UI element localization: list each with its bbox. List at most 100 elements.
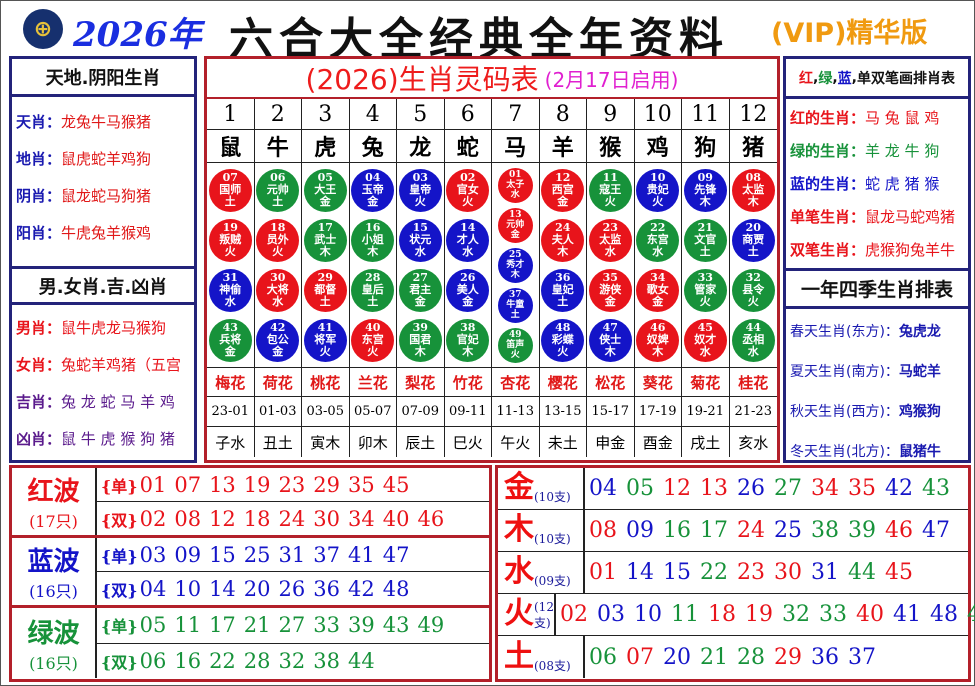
table-grid: 1 2 3 4 5 6 7 8 9 10 11 12 鼠牛虎兔龙蛇马羊猴鸡狗猪 07 国师土 19 叛贼火 31 神… xyxy=(207,99,777,457)
list-item: 夏天生肖(南方)： 马蛇羊 xyxy=(786,351,968,391)
element-number: 11 xyxy=(670,602,699,627)
ball-number: 25 xyxy=(508,250,522,260)
number-ball: 01 太子水 xyxy=(497,167,533,203)
ball-element: 金 xyxy=(367,195,379,208)
time-range: 01-03 xyxy=(254,397,302,427)
wave-number: 01 xyxy=(139,472,167,497)
ball-title: 皇帝 xyxy=(409,183,432,196)
number-ball: 34 歌女金 xyxy=(636,268,680,312)
row-label: 双笔生肖： xyxy=(790,241,866,259)
wave-number: 02 xyxy=(139,506,167,531)
ball-number: 49 xyxy=(508,330,522,340)
ball-number: 01 xyxy=(508,170,522,180)
ball-number: 12 xyxy=(555,171,571,184)
row-value: 羊 龙 牛 狗 xyxy=(865,142,940,160)
number-ball: 06 元帅土 xyxy=(256,168,300,212)
ball-element: 金 xyxy=(414,295,426,308)
ball-title: 牛童 xyxy=(506,300,525,310)
row-label: 地肖： xyxy=(16,150,62,168)
element-number: 23 xyxy=(737,560,765,585)
ball-element: 土 xyxy=(699,245,711,258)
time-range: 21-23 xyxy=(729,397,777,427)
ball-element: 土 xyxy=(319,295,331,308)
list-item: 阴肖： 鼠龙蛇马狗猪 xyxy=(12,177,194,214)
element-number: 33 xyxy=(818,602,847,627)
element-number: 30 xyxy=(774,560,802,585)
ball-number: 06 xyxy=(270,171,286,184)
number-ball: 16 小姐木 xyxy=(351,218,395,262)
ball-title: 君主 xyxy=(409,283,432,296)
element-number: 04 xyxy=(589,476,617,501)
ball-title: 大将 xyxy=(266,283,289,296)
column-number: 4 xyxy=(349,99,397,130)
ball-column: 03 皇帝火 15 状元水 27 君主金 39 国君木 xyxy=(397,163,445,368)
wave-number: 15 xyxy=(209,542,236,567)
parity-label: {双} xyxy=(101,652,138,672)
ball-element: 火 xyxy=(604,195,616,208)
wave-number: 43 xyxy=(382,613,410,638)
zodiac-name: 狗 xyxy=(682,130,730,163)
time-range: 23-01 xyxy=(207,397,255,427)
ball-number: 23 xyxy=(602,221,618,234)
wave-number: 45 xyxy=(382,472,410,497)
zodiac-name: 虎 xyxy=(302,130,350,163)
ball-element: 水 xyxy=(414,245,426,258)
element-number: 39 xyxy=(848,518,876,543)
table-title-date: (2月17日启用) xyxy=(544,67,679,92)
element-number: 43 xyxy=(922,476,950,501)
number-ball: 26 美人金 xyxy=(446,268,490,312)
tiandi-list: 天肖： 龙兔牛马猴猪 地肖： 鼠虎蛇羊鸡狗 阴肖： 鼠龙蛇马狗猪 阳肖： 牛虎兔羊猴鸡 xyxy=(12,97,194,269)
element-row: 土 (08支) 06 07 20 21 28 29 36 37 xyxy=(498,636,968,678)
number-ball: 08 太监木 xyxy=(731,168,775,212)
ball-number: 44 xyxy=(745,321,761,334)
ball-number: 05 xyxy=(317,171,333,184)
element-number: 21 xyxy=(700,644,728,670)
row-label: 冬天生肖(北方)： xyxy=(790,444,899,460)
ball-number: 09 xyxy=(697,171,713,184)
wave-count: (17只) xyxy=(29,512,78,531)
ball-number: 24 xyxy=(555,221,571,234)
number-ball: 43 兵将金 xyxy=(208,318,252,362)
branch-element: 未土 xyxy=(540,427,587,457)
parity-label: {单} xyxy=(101,546,138,566)
ball-title: 才人 xyxy=(456,233,479,246)
ball-element: 木 xyxy=(604,345,616,358)
element-label: 火 (12支) xyxy=(498,594,556,635)
ball-element: 金 xyxy=(462,295,474,308)
ball-number: 33 xyxy=(697,271,713,284)
ball-element: 水 xyxy=(604,245,616,258)
number-ball: 12 西宫金 xyxy=(541,168,585,212)
number-ball: 23 太监水 xyxy=(588,218,632,262)
wave-number: 13 xyxy=(209,472,236,497)
ball-number: 19 xyxy=(222,221,238,234)
ball-element: 火 xyxy=(652,195,664,208)
ball-title: 侠士 xyxy=(599,333,622,346)
wave-number: 20 xyxy=(243,576,271,601)
row-label: 秋天生肖(西方)： xyxy=(790,404,899,420)
ball-element: 火 xyxy=(557,345,569,358)
ball-title: 包公 xyxy=(266,333,289,346)
time-range: 09-11 xyxy=(444,397,492,427)
column-number: 7 xyxy=(492,99,540,130)
ball-number: 31 xyxy=(222,271,238,284)
row-label: 凶肖： xyxy=(16,430,62,448)
row-label: 红的生肖： xyxy=(790,109,866,127)
element-label: 木 (10支) xyxy=(498,510,585,551)
list-item: 绿的生肖：羊 龙 牛 狗 xyxy=(786,134,968,167)
wave-number: 35 xyxy=(348,472,375,497)
ball-element: 火 xyxy=(414,195,426,208)
zodiac-name: 猪 xyxy=(729,130,777,163)
ball-element: 火 xyxy=(319,345,331,358)
zodiac-name: 兔 xyxy=(349,130,397,163)
ball-title: 丞相 xyxy=(742,333,765,346)
element-row: 金 (10支) 04 05 12 13 26 27 34 35 42 43 xyxy=(498,468,968,510)
ball-number: 04 xyxy=(365,171,381,184)
element-number: 14 xyxy=(626,560,654,585)
row-label: 夏天生肖(南方)： xyxy=(790,364,899,380)
row-label: 阳肖： xyxy=(16,224,62,242)
element-table: 金 (10支) 04 05 12 13 26 27 34 35 42 43 木 (10支) 08 09 16 17… xyxy=(495,465,975,682)
ball-element: 水 xyxy=(462,245,474,258)
number-ball: 39 国君木 xyxy=(398,318,442,362)
flower-name: 樱花 xyxy=(539,368,587,397)
row-value: 兔蛇羊鸡猪（五宫 xyxy=(61,356,182,374)
